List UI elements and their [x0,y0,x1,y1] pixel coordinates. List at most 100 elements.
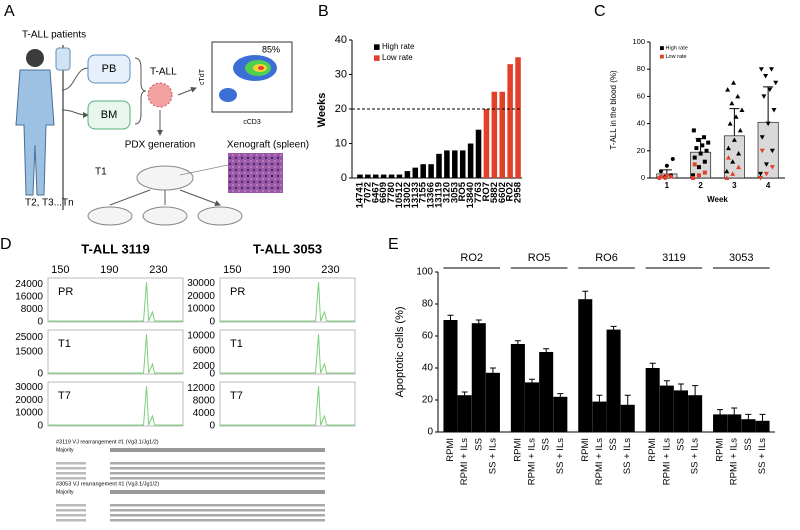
sequence [110,504,325,507]
y-tick-label: 80 [422,299,434,310]
point [736,151,742,156]
point [725,87,731,92]
mouse [136,165,194,191]
sample-id [56,472,86,475]
error-bar [717,409,724,420]
error-bar [475,319,482,327]
bar [673,390,688,432]
y-tick-label: 0 [209,421,215,432]
y-tick-label: 80 [637,64,645,73]
x-tick-label: SS [675,438,686,451]
point [769,67,774,72]
x-tick-label: RPMI + ILs [527,438,538,485]
arrow [109,189,220,205]
bar [436,153,442,178]
panel-label: B [318,3,329,20]
bar [475,129,482,178]
row-label: T1 [58,338,71,350]
y-tick-label: 2000 [193,361,216,372]
y-tick-label: 0 [209,317,215,328]
point [761,94,767,99]
y-tick-label: 0 [209,369,215,380]
error-bar [731,407,738,422]
error-bar [661,169,672,174]
group-label: RO6 [595,252,618,264]
y-tick-label: 12000 [187,383,215,394]
x-tick-label: 4 [766,181,771,190]
legend-label: Low rate [382,53,413,62]
y-tick-label: 60 [637,91,645,100]
bar [510,344,525,432]
pointer [179,164,229,176]
error-bar [543,348,550,356]
bar [620,404,635,432]
y-axis-label: Weeks [316,93,328,128]
x-tick-label: 6602 [497,182,508,203]
point [729,100,735,106]
point [702,170,707,175]
x-tick-label: 6609 [378,182,389,203]
x-tick-label: 150 [223,264,241,276]
x-tick-label: SS + ILs [487,438,498,474]
arrow [177,87,197,96]
bar [404,171,411,178]
point [669,174,674,179]
x-tick-label: SS + ILs [690,438,701,474]
x-tick-label: SS [541,438,552,451]
bar [467,143,474,178]
point [691,176,696,180]
point [698,151,703,156]
x-tick-label: RPMI [647,438,658,462]
point [759,148,765,154]
x-tick-label: RPMI + ILs [661,438,672,485]
point [696,165,701,170]
x-tick-label: 13133 [410,182,421,208]
point [692,162,697,167]
consensus-label: Majority [56,447,74,453]
x-tick-label: RPMI + ILs [459,438,470,485]
row-label: T1 [230,338,243,350]
y-tick-label: 20 [422,395,434,406]
x-tick-label: 2 [698,181,703,190]
legend-swatch [374,55,380,61]
bar [457,395,472,432]
label: PB [102,63,117,75]
panel-label: A [4,3,15,20]
group-label: RO5 [528,252,551,264]
alignment-title: #3119 VJ rearrangement #1 (Vg3.1/Jg1/2) [56,439,159,445]
legend-label: High rate [382,42,415,51]
y-tick-label: 0 [37,369,43,380]
point [727,121,733,126]
point [730,171,736,176]
bar [606,329,621,432]
y-tick-label: 15000 [15,347,43,358]
error-bar [557,393,564,401]
x-tick-label: SS [608,438,619,451]
label: PDX generation [125,140,196,151]
x-tick-label: 13840 [465,182,476,208]
y-tick-label: 0 [341,172,347,184]
point [767,87,773,93]
iv-bag [55,47,71,71]
y-tick-label: 10 [335,137,347,149]
point [773,80,779,86]
point [691,128,696,133]
bar [459,150,466,178]
point [769,165,775,170]
point [765,121,771,127]
point [769,148,775,154]
error-bar [692,385,699,406]
point [694,146,699,151]
brace [134,57,147,125]
arrow [61,67,88,115]
y-tick-label: 40 [335,34,347,46]
point [758,171,764,177]
point [724,168,730,174]
y-tick-label: 60 [422,331,434,342]
error-bar [649,362,656,374]
sample-id [56,519,86,522]
bar [428,164,434,178]
point [763,74,769,79]
bar [553,396,568,432]
error-bar [677,383,684,398]
